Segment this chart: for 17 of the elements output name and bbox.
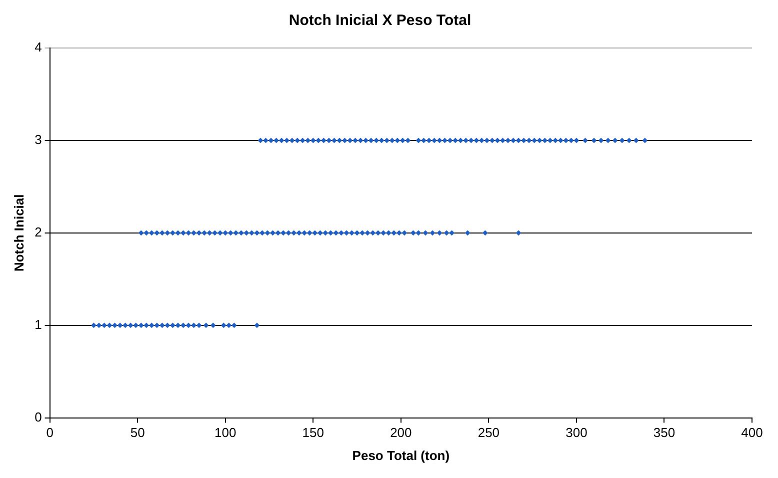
x-tick-label: 50 [130, 425, 145, 440]
y-tick-label: 2 [34, 224, 42, 240]
x-tick-label: 100 [214, 425, 236, 440]
x-tick-label: 300 [566, 425, 588, 440]
x-tick-label: 400 [741, 425, 763, 440]
x-tick-label: 150 [302, 425, 324, 440]
x-tick-label: 0 [46, 425, 54, 440]
y-tick-label: 4 [34, 40, 42, 55]
y-tick-label: 1 [34, 316, 42, 332]
x-tick-label: 200 [390, 425, 412, 440]
y-axis-title: Notch Inicial [11, 194, 26, 272]
y-tick-label: 0 [34, 409, 42, 424]
chart-title: Notch Inicial X Peso Total [288, 12, 472, 30]
x-axis-title: Peso Total (ton) [352, 448, 450, 463]
x-tick-label: 350 [653, 425, 676, 440]
y-tick-label: 3 [34, 132, 42, 148]
x-tick-label: 250 [478, 425, 500, 440]
